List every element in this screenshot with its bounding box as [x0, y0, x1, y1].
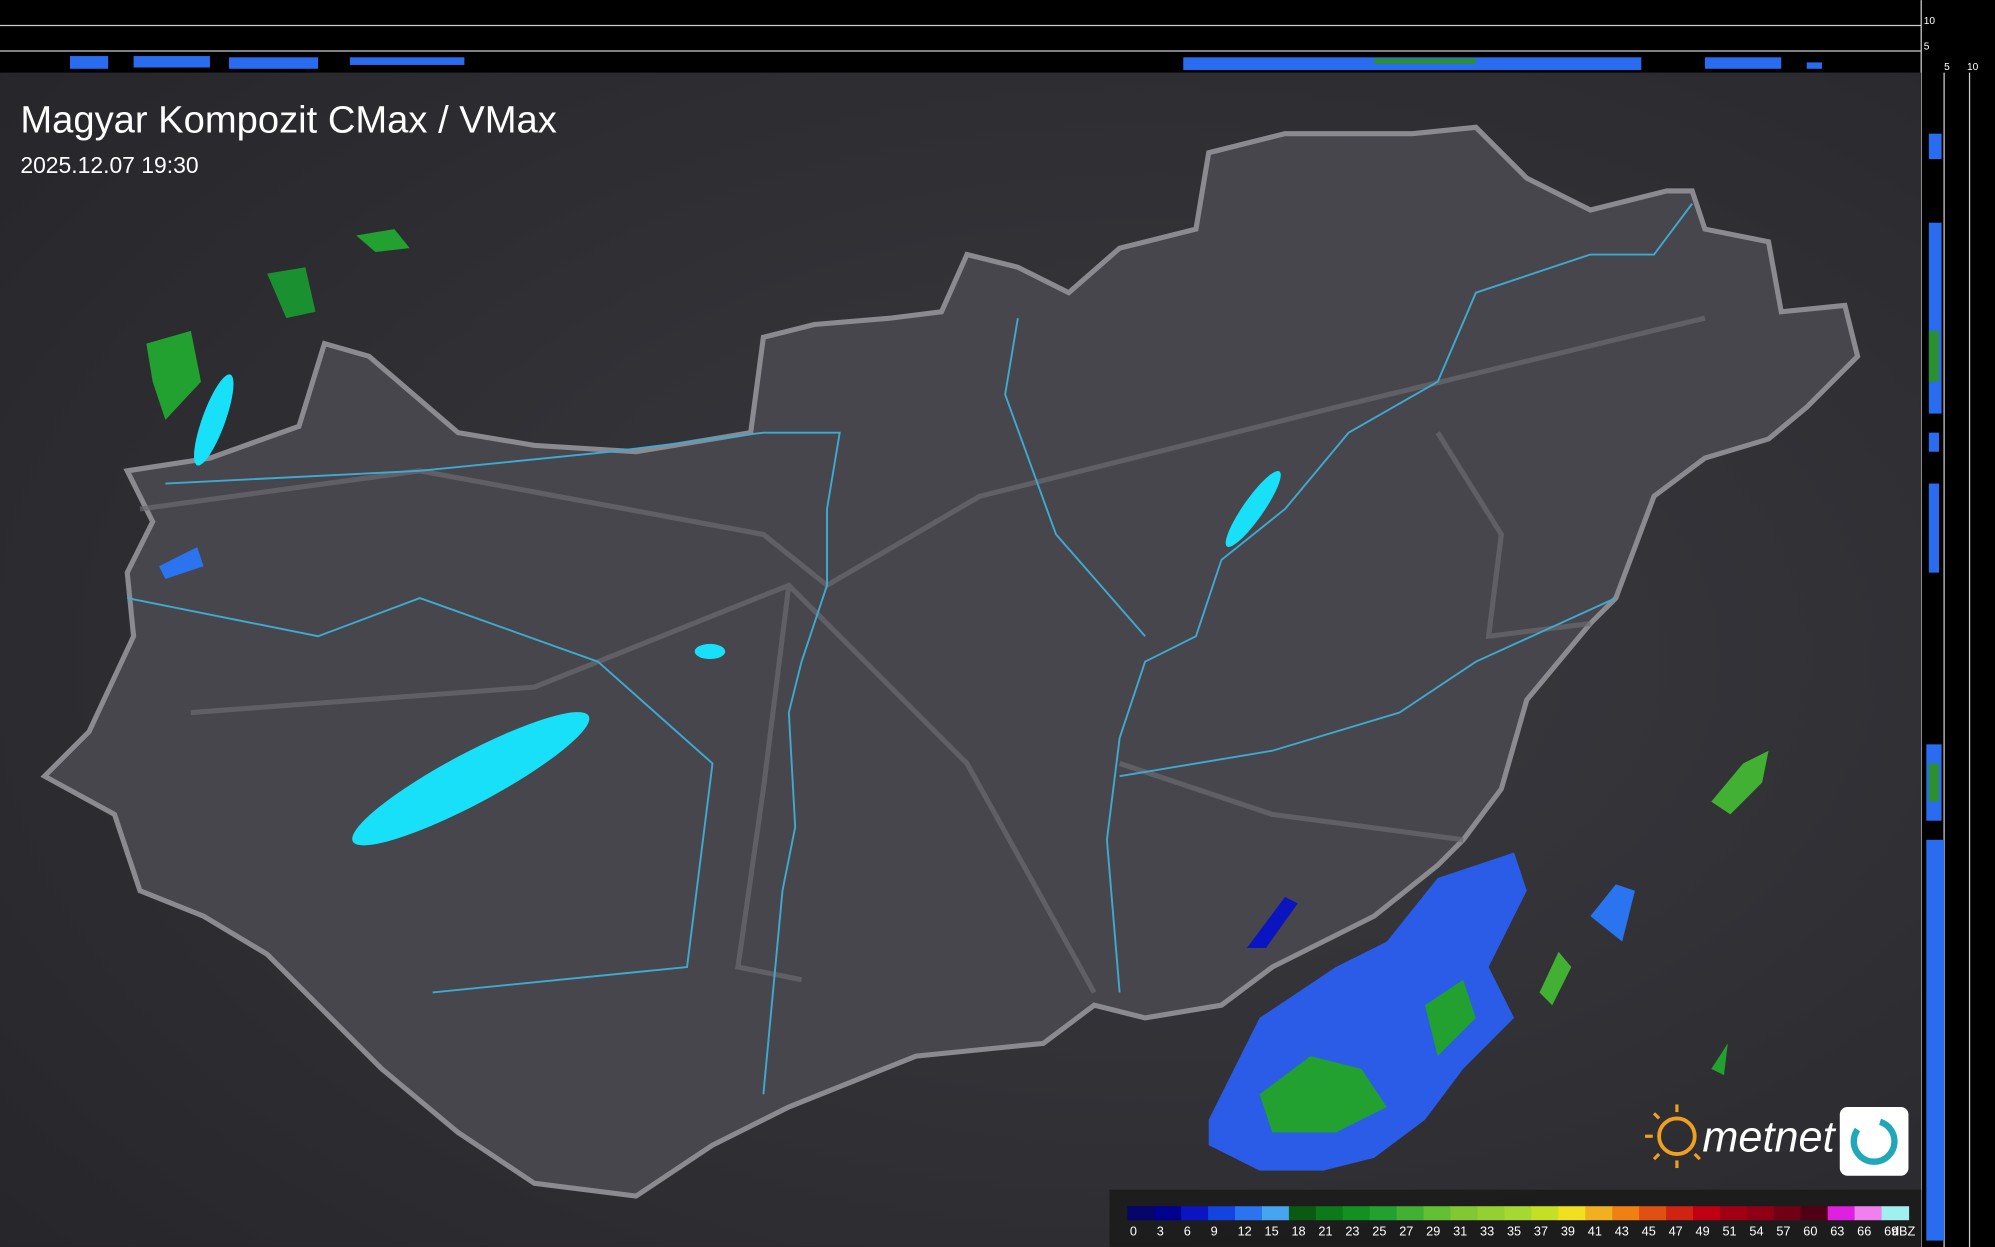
legend-label: 57	[1776, 1223, 1790, 1238]
legend-label: 33	[1480, 1223, 1494, 1238]
legend-label: 39	[1561, 1223, 1575, 1238]
legend-label: 9	[1211, 1223, 1218, 1238]
side-tick-label: 10	[1924, 16, 1936, 27]
logo-text: metnet	[1702, 1114, 1836, 1162]
legend-label: 41	[1588, 1223, 1602, 1238]
side-profile	[1926, 133, 1945, 1241]
legend-swatch	[1396, 1206, 1425, 1221]
legend-label: 31	[1453, 1223, 1467, 1238]
legend-swatch	[1154, 1206, 1182, 1221]
timestamp: 2025.12.07 19:30	[20, 152, 198, 178]
legend-swatch	[1773, 1206, 1802, 1221]
legend-swatch	[1369, 1206, 1398, 1221]
legend-swatch	[1558, 1206, 1586, 1221]
legend-swatch	[1261, 1206, 1290, 1221]
legend-label: 43	[1615, 1223, 1629, 1238]
legend-swatch	[1746, 1206, 1775, 1221]
legend-swatch	[1800, 1206, 1829, 1221]
legend-swatch	[1719, 1206, 1748, 1221]
legend-swatch	[1666, 1206, 1694, 1221]
legend-label: 0	[1130, 1223, 1137, 1238]
legend-swatch	[1854, 1206, 1883, 1221]
legend-label: 12	[1238, 1223, 1252, 1238]
legend-swatch	[1612, 1206, 1640, 1221]
country-border	[40, 124, 1861, 1199]
legend-swatch	[1423, 1206, 1452, 1221]
legend-swatch	[1235, 1206, 1263, 1221]
legend-swatch	[1639, 1206, 1667, 1221]
legend-swatch	[1692, 1206, 1721, 1221]
legend-label: 35	[1507, 1223, 1521, 1238]
legend-label: 6	[1184, 1223, 1191, 1238]
legend-swatch	[1450, 1206, 1479, 1221]
lakes	[194, 374, 1281, 846]
legend-swatch	[1585, 1206, 1613, 1221]
legend-swatch	[1531, 1206, 1559, 1221]
legend-label: 23	[1345, 1223, 1359, 1238]
legend-swatch	[1315, 1206, 1344, 1221]
legend-label: 29	[1426, 1223, 1440, 1238]
legend-label: 51	[1722, 1223, 1736, 1238]
legend-swatch	[1477, 1206, 1506, 1221]
legend-label: 63	[1830, 1223, 1844, 1238]
legend-label: 60	[1803, 1223, 1817, 1238]
side-tick-label: 5	[1924, 42, 1930, 53]
legend-label: 47	[1669, 1223, 1683, 1238]
legend-label: 37	[1534, 1223, 1548, 1238]
legend-label: 66	[1857, 1223, 1871, 1238]
legend-unit: dBZ	[1892, 1223, 1916, 1238]
radar-echoes	[146, 229, 1769, 1171]
top-profile	[69, 56, 1822, 71]
legend-swatch	[1208, 1206, 1236, 1221]
legend-label: 18	[1291, 1223, 1305, 1238]
legend-label: 49	[1696, 1223, 1710, 1238]
legend-label: 25	[1372, 1223, 1386, 1238]
legend-label: 15	[1265, 1223, 1279, 1238]
legend-swatch	[1881, 1206, 1910, 1221]
legend-swatch	[1181, 1206, 1209, 1221]
legend-label: 69	[1884, 1223, 1898, 1238]
rivers	[127, 203, 1693, 1095]
legend-swatch	[1827, 1206, 1856, 1221]
side-tick-label: 5	[1944, 62, 1950, 73]
legend-label: 3	[1157, 1223, 1164, 1238]
legend-label: 45	[1642, 1223, 1656, 1238]
legend-swatch	[1127, 1206, 1155, 1221]
legend-label: 54	[1749, 1223, 1763, 1238]
legend-label: 21	[1318, 1223, 1332, 1238]
side-tick-label: 10	[1967, 62, 1979, 73]
legend-swatch	[1504, 1206, 1532, 1221]
legend-swatch	[1288, 1206, 1317, 1221]
logo: metnet	[1645, 1104, 1909, 1176]
map-title: Magyar Kompozit CMax / VMax	[20, 98, 556, 141]
top-strip	[0, 0, 1995, 73]
legend-label: 27	[1399, 1223, 1413, 1238]
legend-swatch	[1342, 1206, 1371, 1221]
